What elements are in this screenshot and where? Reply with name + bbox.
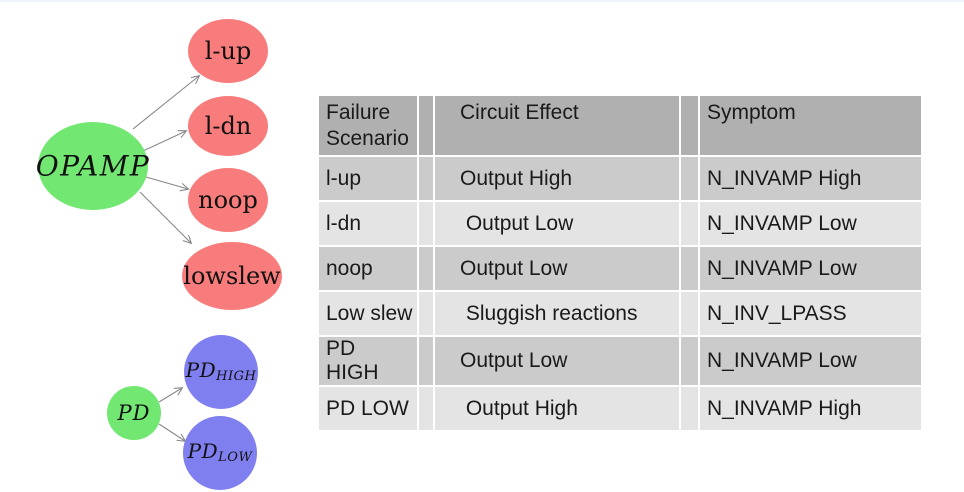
node-pd-high-label: PDHIGH (185, 358, 257, 384)
arrow-opamp-lowslew (139, 191, 191, 243)
cell-symptom: N_INVAMP Low (700, 337, 921, 385)
table-row: l-up Output High N_INVAMP High (319, 157, 921, 200)
cell-effect: Sluggish reactions (435, 292, 679, 335)
failure-table-container: Failure Scenario Circuit Effect Symptom … (317, 94, 923, 432)
cell-symptom: N_INVAMP Low (700, 247, 921, 290)
spacer-cell (419, 247, 433, 290)
spacer-cell (419, 337, 433, 385)
table-row: l-dn Output Low N_INVAMP Low (319, 202, 921, 245)
cell-symptom: N_INVAMP Low (700, 202, 921, 245)
arrow-opamp-ldn (142, 131, 186, 152)
arrow-opamp-noop (145, 176, 188, 189)
spacer-header-2 (681, 96, 698, 155)
spacer-cell (681, 337, 698, 385)
node-l-dn-label: l-dn (205, 112, 252, 140)
spacer-cell (419, 202, 433, 245)
cell-symptom: N_INVAMP High (700, 387, 921, 430)
node-l-up (188, 19, 268, 83)
col-header-failure-scenario: Failure Scenario (319, 96, 417, 155)
table-row: Low slew Sluggish reactions N_INV_LPASS (319, 292, 921, 335)
node-pd (107, 386, 161, 440)
node-l-up-label: l-up (205, 37, 252, 65)
cell-scenario: PD LOW (319, 387, 417, 430)
pd-low-subscript: LOW (217, 450, 253, 465)
spacer-cell (681, 247, 698, 290)
spacer-cell (419, 387, 433, 430)
pd-high-main: PD (185, 358, 217, 382)
pd-low-main: PD (187, 439, 219, 463)
node-pd-low (183, 416, 257, 490)
node-pd-low-label: PDLOW (187, 439, 254, 465)
cell-symptom: N_INV_LPASS (700, 292, 921, 335)
node-opamp-label: OPAMP (36, 150, 150, 183)
failure-table: Failure Scenario Circuit Effect Symptom … (317, 94, 923, 432)
spacer-cell (419, 157, 433, 200)
node-opamp (38, 122, 148, 210)
cell-scenario: Low slew (319, 292, 417, 335)
top-edge-highlight (0, 0, 964, 2)
pd-high-subscript: HIGH (215, 369, 256, 384)
cell-effect: Output Low (435, 202, 679, 245)
spacer-cell (681, 202, 698, 245)
cell-scenario: noop (319, 247, 417, 290)
spacer-cell (681, 292, 698, 335)
spacer-cell (419, 292, 433, 335)
table-row: PD HIGH Output Low N_INVAMP Low (319, 337, 921, 385)
col-header-symptom: Symptom (700, 96, 921, 155)
node-pd-label: PD (117, 401, 151, 425)
cell-effect: Output Low (435, 337, 679, 385)
col-header-circuit-effect: Circuit Effect (435, 96, 679, 155)
cell-effect: Output High (435, 157, 679, 200)
arrow-pd-low (158, 423, 185, 441)
cell-scenario: PD HIGH (319, 337, 417, 385)
node-lowslew-label: lowslew (183, 262, 281, 290)
cell-scenario: l-up (319, 157, 417, 200)
node-l-dn (188, 96, 268, 156)
arrow-pd-high (158, 388, 182, 403)
pd-cluster: PD PDHIGH PDLOW (107, 335, 258, 490)
node-lowslew (182, 242, 282, 310)
cell-symptom: N_INVAMP High (700, 157, 921, 200)
node-noop-label: noop (198, 186, 258, 214)
spacer-header-1 (419, 96, 433, 155)
table-row: noop Output Low N_INVAMP Low (319, 247, 921, 290)
spacer-cell (681, 157, 698, 200)
header-row: Failure Scenario Circuit Effect Symptom (319, 96, 921, 155)
node-noop (188, 168, 268, 232)
opamp-cluster: OPAMP l-up l-dn noop lowslew (36, 19, 282, 310)
cell-effect: Output Low (435, 247, 679, 290)
arrow-opamp-lup (132, 76, 199, 130)
node-pd-high (184, 335, 258, 409)
cell-effect: Output High (435, 387, 679, 430)
cell-scenario: l-dn (319, 202, 417, 245)
spacer-cell (681, 387, 698, 430)
table-row: PD LOW Output High N_INVAMP High (319, 387, 921, 430)
